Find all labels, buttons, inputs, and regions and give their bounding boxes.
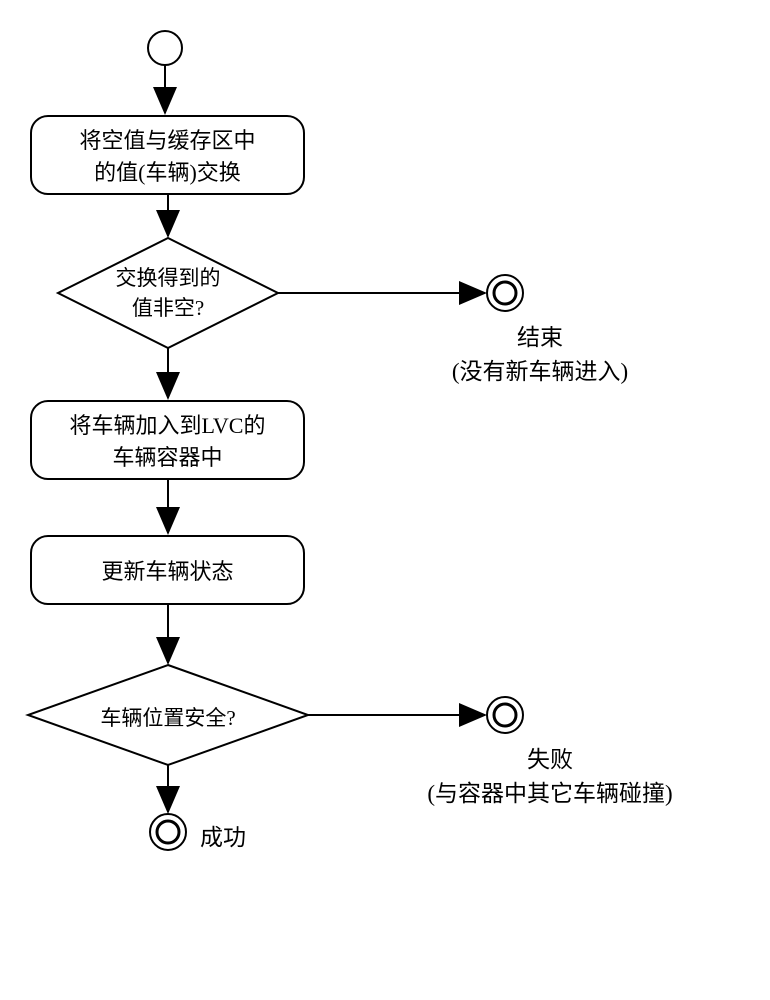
text-line: 成功 (200, 825, 246, 850)
text-line: 结束 (400, 318, 680, 352)
end-node-fail (487, 697, 523, 733)
text-line: 更新车辆状态 (101, 554, 233, 586)
text-line: (与容器中其它车辆碰撞) (370, 774, 730, 808)
text-line: 的值(车辆)交换 (79, 155, 255, 187)
end-node-success (150, 814, 186, 850)
text-line: 值非空? (58, 292, 278, 322)
text-line: 失败 (370, 740, 730, 774)
end-caption-no-new-vehicle: 结束 (没有新车辆进入) (400, 318, 680, 386)
process-update-state: 更新车辆状态 (30, 535, 305, 605)
process-add-to-lvc: 将车辆加入到LVC的 车辆容器中 (30, 400, 305, 480)
text-line: 将空值与缓存区中 (79, 123, 255, 155)
start-node (148, 31, 182, 65)
text-line: (没有新车辆进入) (400, 352, 680, 386)
text-line: 交换得到的 (58, 262, 278, 292)
end-caption-fail: 失败 (与容器中其它车辆碰撞) (370, 740, 730, 808)
end-caption-success: 成功 (200, 818, 246, 852)
end-node-no-new-vehicle (487, 275, 523, 311)
text-line: 车辆位置安全? (28, 702, 308, 732)
decision-value-nonempty-label: 交换得到的 值非空? (58, 262, 278, 322)
decision-position-safe-label: 车辆位置安全? (28, 702, 308, 732)
text-line: 车辆容器中 (70, 440, 266, 472)
process-swap-buffer: 将空值与缓存区中 的值(车辆)交换 (30, 115, 305, 195)
text-line: 将车辆加入到LVC的 (70, 408, 266, 440)
